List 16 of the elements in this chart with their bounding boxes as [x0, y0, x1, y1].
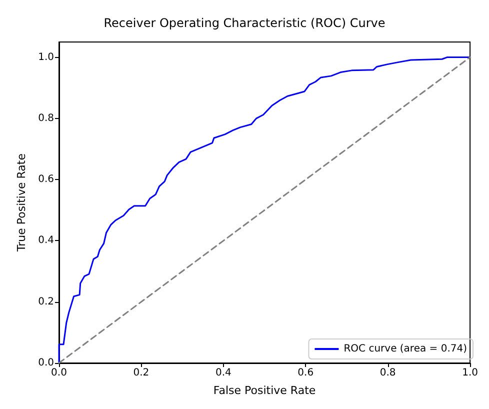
y-axis-title: True Positive Rate [15, 153, 28, 252]
y-tick-label: 1.0 [38, 52, 54, 63]
x-tick-label: 1.0 [462, 368, 478, 378]
x-tick-label: 0.2 [133, 368, 150, 378]
x-tick-label: 0.8 [380, 368, 396, 378]
legend-label: ROC curve (area = 0.74) [344, 344, 468, 354]
y-tick-label: 0.2 [38, 296, 54, 308]
x-tick-label: 0.0 [51, 368, 67, 378]
y-tick-label: 0.6 [38, 174, 54, 186]
chart-title: Receiver Operating Characteristic (ROC) Curve [104, 16, 386, 30]
x-tick-label: 0.4 [215, 368, 232, 378]
y-tick-label: 0.8 [38, 112, 54, 124]
x-tick-label: 0.6 [298, 368, 314, 378]
y-tick-label: 0.4 [38, 235, 54, 246]
x-axis-title: False Positive Rate [213, 384, 316, 397]
y-tick-label: 0.0 [38, 358, 54, 368]
